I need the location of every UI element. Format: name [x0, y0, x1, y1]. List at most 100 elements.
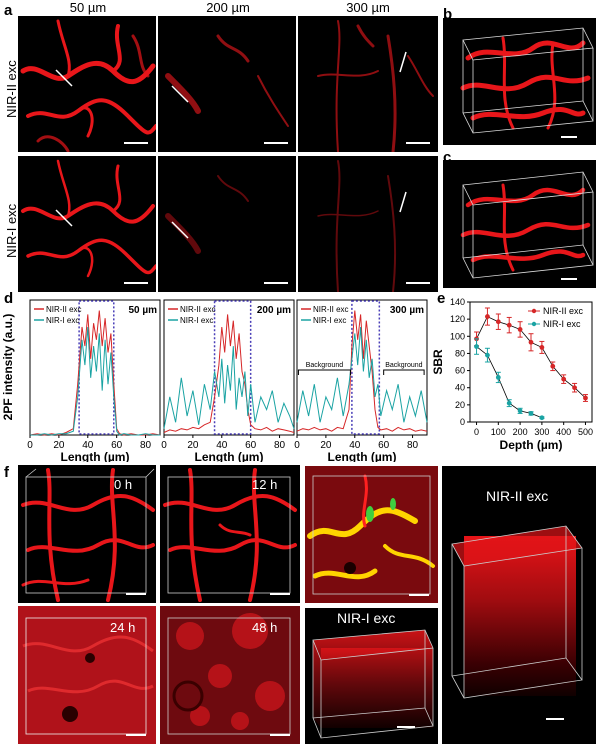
- scale-bar: [264, 282, 288, 284]
- y-axis-label: SBR: [432, 349, 445, 375]
- background-bracket: [383, 369, 425, 375]
- x-tick-label: 500: [578, 427, 593, 437]
- column-header-50um: 50 µm: [69, 0, 107, 15]
- data-point: [539, 345, 545, 350]
- legend-label: NIR-I exc: [46, 316, 79, 325]
- scale-bar: [406, 142, 430, 144]
- panel-letter-e: e: [437, 290, 446, 307]
- data-point: [517, 327, 523, 332]
- data-point: [485, 352, 490, 358]
- plot-frame: [163, 299, 295, 436]
- background-label: Background: [306, 362, 343, 369]
- legend-marker: [531, 321, 537, 327]
- y-tick-label: 60: [455, 366, 465, 376]
- depth-label: 200 µm: [257, 305, 291, 316]
- background-label: Background: [385, 362, 422, 369]
- panel-letter-f: f: [4, 464, 9, 481]
- column-header-300um: 300 µm: [346, 0, 390, 15]
- x-tick-label: 0: [294, 440, 300, 451]
- profile-plot-300um: 0 20 40 60 80 Length (µm) NIR-II exc NIR-I exc 3…: [294, 299, 428, 462]
- x-tick-label: 200: [513, 427, 528, 437]
- series-line-nir1: [296, 326, 428, 423]
- depth-label: 300 µm: [390, 305, 424, 316]
- y-tick-label: 80: [455, 348, 465, 358]
- panel-letter-b: b: [443, 6, 453, 23]
- y-tick-label: 20: [455, 400, 465, 410]
- profile-plot-50um: 0 20 40 60 80 Length (µm) NIR-II exc NIR-I exc 5…: [27, 299, 161, 462]
- data-point: [539, 415, 545, 421]
- time-label-24h: 24 h: [110, 620, 136, 635]
- scale-bar: [546, 718, 564, 720]
- depth-label: 50 µm: [128, 305, 157, 316]
- x-tick-label: 0: [27, 440, 33, 451]
- data-point: [474, 344, 479, 349]
- highlight-box: [213, 300, 252, 435]
- scale-bar: [264, 142, 288, 144]
- data-point: [561, 376, 567, 382]
- scale-bar: [270, 593, 290, 595]
- plot-frame: [29, 299, 161, 436]
- y-tick-label: 40: [455, 383, 465, 393]
- time-label-0h: 0 h: [114, 477, 133, 492]
- scale-bar: [561, 278, 577, 280]
- x-tick-label: 80: [274, 440, 286, 451]
- micrograph-nir1-300um: [298, 156, 438, 292]
- time-label-12h: 12 h: [252, 477, 278, 492]
- plot-frame: [296, 299, 428, 436]
- panel-d-chart: 2PF intensity (a.u.) 0 20 40 60 80 Length (µm…: [1, 299, 428, 462]
- data-point: [495, 319, 501, 325]
- x-tick-label: 60: [378, 440, 390, 451]
- scale-bar: [270, 734, 290, 736]
- data-point: [495, 375, 501, 380]
- legend-label: NIR-I exc: [313, 316, 346, 325]
- timecourse-24h: 24 h: [18, 606, 156, 744]
- timecourse-48h: 48 h: [160, 606, 300, 744]
- x-tick-label: 80: [407, 440, 419, 451]
- x-axis-label: Length (µm): [195, 450, 264, 462]
- micrograph-nir1-200um: [158, 156, 296, 292]
- x-tick-label: 60: [245, 440, 257, 451]
- scale-bar: [561, 136, 577, 138]
- series-line-nir1: [30, 326, 160, 436]
- series-line-nir2: [29, 310, 161, 436]
- x-tick-label: 20: [53, 440, 65, 451]
- column-header-200um: 200 µm: [206, 0, 250, 15]
- data-point: [528, 339, 534, 345]
- background-bracket: [297, 369, 351, 375]
- x-axis-label: Length (µm): [61, 450, 130, 462]
- x-axis-label: Length (µm): [328, 450, 397, 462]
- timecourse-12h: 12 h: [160, 465, 300, 603]
- panel-letter-d: d: [4, 290, 14, 307]
- legend-label: NIR-I exc: [180, 316, 213, 325]
- x-tick-label: 0: [161, 440, 167, 451]
- timecourse-0h: 0 h: [18, 465, 156, 603]
- scale-bar: [406, 282, 430, 284]
- scale-bar: [126, 734, 146, 736]
- x-tick-label: 0: [474, 427, 479, 437]
- y-tick-label: 140: [450, 297, 465, 307]
- x-tick-label: 80: [140, 440, 152, 451]
- x-tick-label: 100: [491, 427, 506, 437]
- scale-bar: [126, 593, 146, 595]
- x-axis-label: Depth (µm): [500, 438, 563, 452]
- y-tick-label: 0: [460, 417, 465, 427]
- 3d-stack-h: NIR-I exc: [305, 608, 438, 744]
- panel-e-chart: 0 20 40 60 80 100 120 140 0 100 200 300 400 500 Depth …: [432, 297, 593, 452]
- legend-label: NIR-II exc: [180, 305, 216, 314]
- legend-label: NIR-II exc: [543, 306, 584, 316]
- panel-letter-c: c: [443, 149, 452, 166]
- h-label: NIR-I exc: [337, 610, 396, 626]
- plot-frame: [469, 301, 593, 423]
- series-line-nir2: [163, 314, 295, 433]
- series-line-nir2: [296, 310, 428, 432]
- data-point: [583, 395, 588, 401]
- series-line-nir1: [163, 346, 295, 429]
- scale-bar: [124, 282, 148, 284]
- row-label-nir1: NIR-I exc: [4, 203, 19, 258]
- data-point: [528, 411, 534, 416]
- legend-marker: [531, 308, 537, 314]
- legend-label: NIR-II exc: [46, 305, 82, 314]
- data-point: [550, 363, 556, 369]
- legend-label: NIR-I exc: [543, 319, 581, 329]
- highlight-box: [351, 300, 381, 435]
